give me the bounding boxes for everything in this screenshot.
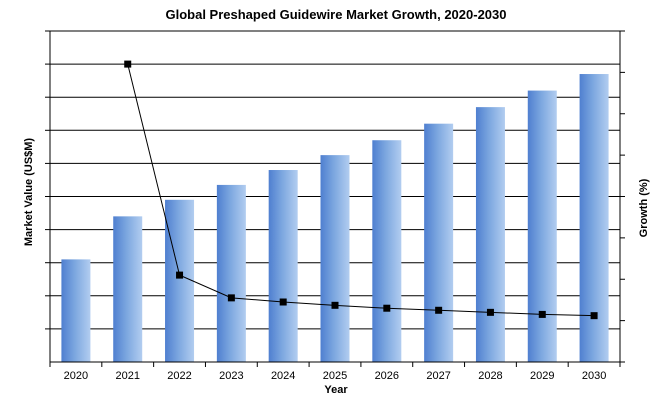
x-tick-label: 2026 [375,370,399,382]
x-tick-label: 2022 [167,370,191,382]
growth-point [435,306,443,314]
x-tick-label: 2020 [64,370,88,382]
bar-2023 [216,184,246,362]
bar-2024 [268,170,298,362]
bar-2027 [424,123,454,363]
x-tick-label: 2030 [582,370,606,382]
growth-point [383,304,391,312]
x-tick-label: 2023 [219,370,243,382]
growth-point [538,310,546,318]
growth-point [176,271,184,279]
x-tick-label: 2028 [478,370,502,382]
bar-2022 [165,199,195,362]
x-axis-label: Year [324,384,348,396]
chart-title: Global Preshaped Guidewire Market Growth… [165,7,507,22]
growth-point [124,60,132,68]
x-tick-label: 2024 [271,370,295,382]
growth-point [227,294,235,302]
growth-point [331,301,339,309]
x-tick-label: 2027 [426,370,450,382]
bar-2025 [320,155,350,362]
bar-2029 [527,90,557,362]
bar-2026 [372,140,402,362]
bar-2021 [113,216,143,362]
bar-2020 [61,259,91,362]
x-tick-label: 2025 [323,370,347,382]
growth-point [486,308,494,316]
growth-line [127,63,595,317]
growth-point [279,298,287,306]
growth-point [590,312,598,320]
bar-2028 [475,107,505,362]
x-tick-label: 2029 [530,370,554,382]
x-tick-label: 2021 [115,370,139,382]
